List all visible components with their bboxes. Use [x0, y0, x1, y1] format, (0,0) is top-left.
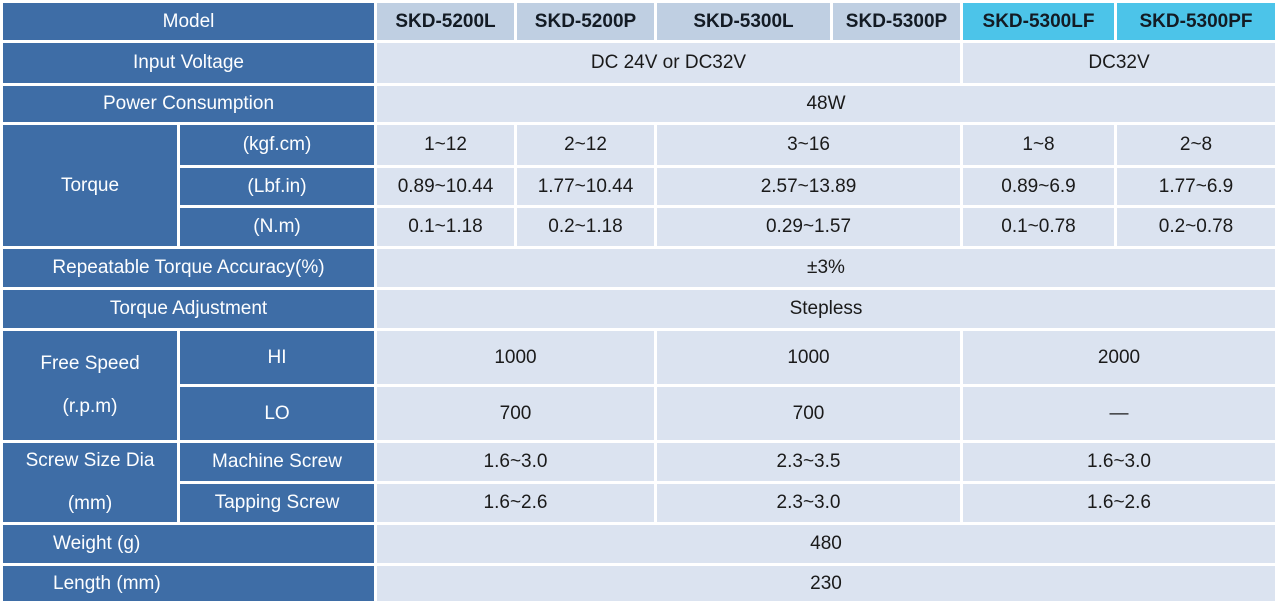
row-power-consumption: Power Consumption 48W: [3, 86, 1275, 122]
tapping-screw-label: Tapping Screw: [180, 484, 374, 522]
torque-nm-skd5200l: 0.1~1.18: [377, 208, 514, 246]
input-voltage-label: Input Voltage: [3, 43, 374, 83]
model-col-header-skd5300p: SKD-5300P: [833, 3, 960, 40]
torque-kgf-skd5300lf: 1~8: [963, 125, 1114, 165]
free-speed-lo-5300f: —: [963, 387, 1275, 440]
model-col-header-skd5300lf: SKD-5300LF: [963, 3, 1114, 40]
torque-lbf-skd5200p: 1.77~10.44: [517, 168, 654, 205]
machine-screw-5200: 1.6~3.0: [377, 443, 654, 481]
free-speed-hi-5200: 1000: [377, 331, 654, 384]
free-speed-lo-label: LO: [180, 387, 374, 440]
torque-lbf-skd5300lp: 2.57~13.89: [657, 168, 960, 205]
torque-nm-skd5200p: 0.2~1.18: [517, 208, 654, 246]
torque-nm-skd5300lp: 0.29~1.57: [657, 208, 960, 246]
free-speed-lo-5300: 700: [657, 387, 960, 440]
screw-size-label-line2: (mm): [67, 493, 113, 514]
free-speed-label-lines: Free Speed (r.p.m): [3, 353, 177, 418]
model-col-header-skd5200l: SKD-5200L: [377, 3, 514, 40]
screw-size-label: Screw Size Dia (mm): [3, 443, 177, 522]
torque-unit-kgf-label: (kgf.cm): [180, 125, 374, 165]
row-weight: Weight (g) 480: [3, 525, 1275, 563]
row-input-voltage: Input Voltage DC 24V or DC32V DC32V: [3, 43, 1275, 83]
free-speed-lo-5200: 700: [377, 387, 654, 440]
machine-screw-label: Machine Screw: [180, 443, 374, 481]
torque-nm-skd5300lf: 0.1~0.78: [963, 208, 1114, 246]
free-speed-label-line2: (r.p.m): [62, 396, 118, 417]
model-col-header-skd5200p: SKD-5200P: [517, 3, 654, 40]
free-speed-hi-5300: 1000: [657, 331, 960, 384]
torque-lbf-skd5300pf: 1.77~6.9: [1117, 168, 1275, 205]
torque-accuracy-label: Repeatable Torque Accuracy(%): [3, 249, 374, 287]
torque-label: Torque: [3, 125, 177, 246]
row-torque-accuracy: Repeatable Torque Accuracy(%) ±3%: [3, 249, 1275, 287]
tapping-screw-5300f: 1.6~2.6: [963, 484, 1275, 522]
free-speed-hi-5300f: 2000: [963, 331, 1275, 384]
torque-nm-skd5300pf: 0.2~0.78: [1117, 208, 1275, 246]
machine-screw-5300f: 1.6~3.0: [963, 443, 1275, 481]
screw-size-label-lines: Screw Size Dia (mm): [3, 450, 177, 515]
input-voltage-standard-value: DC 24V or DC32V: [377, 43, 960, 83]
torque-lbf-skd5300lf: 0.89~6.9: [963, 168, 1114, 205]
torque-adjustment-label: Torque Adjustment: [3, 290, 374, 328]
row-machine-screw: Screw Size Dia (mm) Machine Screw 1.6~3.…: [3, 443, 1275, 522]
free-speed-hi-label: HI: [180, 331, 374, 384]
row-torque-nm: (N.m) 0.1~1.18 0.2~1.18 0.29~1.57 0.1~0.…: [3, 208, 1275, 246]
torque-kgf-skd5200p: 2~12: [517, 125, 654, 165]
torque-kgf-skd5200l: 1~12: [377, 125, 514, 165]
row-torque-kgf: Torque (kgf.cm) 1~12 2~12 3~16 1~8 2~8: [3, 125, 1275, 246]
length-label: Length (mm): [3, 566, 374, 601]
screw-size-label-line1: Screw Size Dia: [25, 450, 155, 472]
row-length: Length (mm) 230: [3, 566, 1275, 601]
weight-label: Weight (g): [3, 525, 374, 563]
row-model: Model SKD-5200L SKD-5200P SKD-5300L SKD-…: [3, 3, 1275, 40]
tapping-screw-5300: 2.3~3.0: [657, 484, 960, 522]
model-col-header-skd5300l: SKD-5300L: [657, 3, 830, 40]
torque-kgf-skd5300lp: 3~16: [657, 125, 960, 165]
free-speed-label-line1: Free Speed: [40, 353, 140, 375]
torque-accuracy-value: ±3%: [377, 249, 1275, 287]
row-tapping-screw: Tapping Screw 1.6~2.6 2.3~3.0 1.6~2.6: [3, 484, 1275, 522]
model-row-label: Model: [3, 3, 374, 40]
row-torque-lbf: (Lbf.in) 0.89~10.44 1.77~10.44 2.57~13.8…: [3, 168, 1275, 205]
row-free-speed-lo: LO 700 700 —: [3, 387, 1275, 440]
torque-adjustment-value: Stepless: [377, 290, 1275, 328]
power-consumption-value: 48W: [377, 86, 1275, 122]
weight-value: 480: [377, 525, 1275, 563]
tapping-screw-5200: 1.6~2.6: [377, 484, 654, 522]
free-speed-label: Free Speed (r.p.m): [3, 331, 177, 440]
torque-unit-lbf-label: (Lbf.in): [180, 168, 374, 205]
torque-lbf-skd5200l: 0.89~10.44: [377, 168, 514, 205]
power-consumption-label: Power Consumption: [3, 86, 374, 122]
row-torque-adjustment: Torque Adjustment Stepless: [3, 290, 1275, 328]
torque-kgf-skd5300pf: 2~8: [1117, 125, 1275, 165]
length-value: 230: [377, 566, 1275, 601]
machine-screw-5300: 2.3~3.5: [657, 443, 960, 481]
torque-unit-nm-label: (N.m): [180, 208, 374, 246]
row-free-speed-hi: Free Speed (r.p.m) HI 1000 1000 2000: [3, 331, 1275, 440]
input-voltage-f-series-value: DC32V: [963, 43, 1275, 83]
model-col-header-skd5300pf: SKD-5300PF: [1117, 3, 1275, 40]
